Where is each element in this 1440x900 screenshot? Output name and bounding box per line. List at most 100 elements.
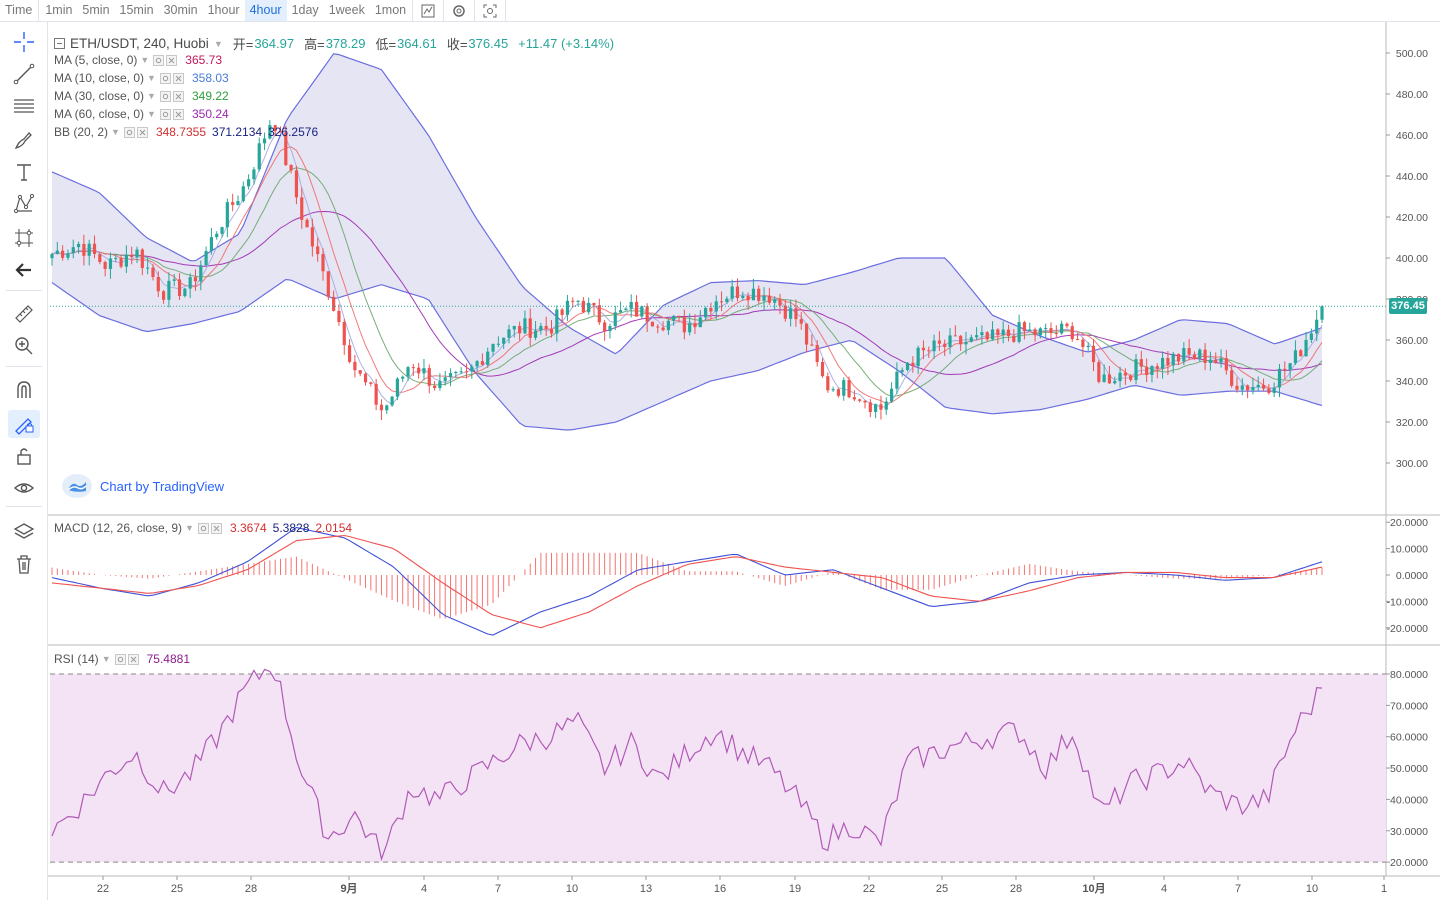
candle-body	[1060, 323, 1064, 334]
trendline-icon[interactable]	[8, 60, 40, 88]
candle-body	[454, 371, 458, 374]
timeframe-time[interactable]: Time	[5, 3, 33, 17]
candle-body	[1166, 357, 1170, 366]
collapse-legend-icon[interactable]	[54, 38, 65, 49]
candle-body	[672, 315, 676, 321]
timeframe-5min[interactable]: 5min	[82, 3, 110, 17]
settings-small-icon[interactable]	[153, 54, 165, 66]
zoom-icon[interactable]	[8, 332, 40, 360]
symbol-menu-chevron-icon[interactable]: ▼	[213, 38, 223, 49]
x-axis-tick-label: 25	[171, 883, 183, 895]
magnet-icon[interactable]	[8, 376, 40, 404]
candle-body	[1038, 328, 1042, 336]
candle-body	[587, 302, 591, 313]
timeframe-1week[interactable]: 1week	[328, 3, 365, 17]
indicators-icon[interactable]	[414, 0, 442, 21]
crosshair-icon[interactable]	[8, 28, 40, 56]
indicator-legend-row[interactable]: RSI (14) ▼ 75.4881	[54, 652, 190, 666]
indicator-menu-chevron-icon[interactable]: ▼	[147, 91, 156, 101]
price-y-tick-label: 340.00	[1396, 376, 1428, 388]
rsi-y-tick-label: 70.0000	[1390, 700, 1428, 712]
x-axis-tick-label: 28	[1010, 883, 1022, 895]
back-arrow-icon[interactable]	[8, 256, 40, 284]
prediction-icon[interactable]	[8, 224, 40, 252]
candle-body	[496, 343, 500, 345]
close-small-icon[interactable]	[172, 108, 184, 120]
price-y-tick-label: 420.00	[1396, 212, 1428, 224]
trash-icon[interactable]	[8, 550, 40, 578]
layers-icon[interactable]	[8, 518, 40, 546]
candle-body	[544, 325, 548, 329]
settings-small-icon[interactable]	[159, 108, 171, 120]
candle-body	[789, 308, 793, 319]
indicator-legend-row[interactable]: MA (30, close, 0) ▼ 349.22	[54, 89, 229, 103]
candle-body	[262, 138, 267, 144]
indicator-legend-row[interactable]: MA (60, close, 0) ▼ 350.24	[54, 107, 229, 121]
candle-body	[767, 295, 771, 303]
candle-body	[682, 316, 686, 333]
timeframe-1day[interactable]: 1day	[291, 3, 319, 17]
timeframe-4hour[interactable]: 4hour	[244, 0, 287, 21]
pattern-icon[interactable]	[8, 190, 40, 218]
indicator-menu-chevron-icon[interactable]: ▼	[185, 523, 194, 533]
indicator-menu-chevron-icon[interactable]: ▼	[147, 73, 156, 83]
candle-body	[188, 277, 192, 289]
close-small-icon[interactable]	[136, 126, 148, 138]
candle-body	[874, 404, 878, 412]
timeframe-15min[interactable]: 15min	[119, 3, 154, 17]
rsi-y-tick-label: 50.0000	[1390, 763, 1428, 775]
screenshot-icon[interactable]	[476, 0, 504, 21]
candle-body	[1261, 384, 1266, 389]
tradingview-watermark[interactable]: Chart by TradingView	[62, 474, 224, 498]
unlock-icon[interactable]	[8, 442, 40, 470]
settings-small-icon[interactable]	[197, 522, 209, 534]
text-icon[interactable]	[8, 158, 40, 186]
close-small-icon[interactable]	[172, 90, 184, 102]
brush-icon[interactable]	[8, 126, 40, 154]
timeframe-1hour[interactable]: 1hour	[207, 3, 240, 17]
close-small-icon[interactable]	[166, 54, 178, 66]
candle-body	[1086, 345, 1090, 348]
indicator-value: 348.7355	[155, 125, 207, 139]
x-axis-tick-label: 25	[936, 883, 948, 895]
indicator-menu-chevron-icon[interactable]: ▼	[147, 109, 156, 119]
candle-body	[1320, 306, 1324, 320]
timeframe-1mon[interactable]: 1mon	[374, 3, 407, 17]
fib-levels-icon[interactable]	[8, 92, 40, 120]
candle-body	[92, 243, 97, 254]
indicator-legend-row[interactable]: MA (10, close, 0) ▼ 358.03	[54, 71, 229, 85]
candle-body	[1123, 372, 1127, 376]
candle-body	[820, 361, 825, 377]
settings-small-icon[interactable]	[159, 90, 171, 102]
settings-icon[interactable]	[445, 0, 473, 21]
settings-small-icon[interactable]	[123, 126, 135, 138]
indicator-legend-row[interactable]: BB (20, 2) ▼ 348.7355 371.2134 326.2576	[54, 125, 318, 139]
candle-body	[1091, 345, 1096, 363]
settings-small-icon[interactable]	[114, 653, 126, 665]
indicator-legend-row[interactable]: MA (5, close, 0) ▼ 365.73	[54, 53, 222, 67]
candle-body	[491, 343, 495, 352]
candle-body	[448, 373, 453, 378]
candle-body	[895, 371, 899, 389]
candle-body	[289, 165, 293, 171]
lock-drawing-icon[interactable]	[8, 410, 40, 438]
candle-body	[1219, 358, 1223, 363]
close-small-icon[interactable]	[127, 653, 139, 665]
candle-body	[337, 310, 341, 323]
ruler-icon[interactable]	[8, 300, 40, 328]
close-small-icon[interactable]	[172, 72, 184, 84]
close-small-icon[interactable]	[210, 522, 222, 534]
settings-small-icon[interactable]	[159, 72, 171, 84]
eye-icon[interactable]	[8, 474, 40, 502]
candle-body	[730, 286, 734, 299]
candle-body	[422, 368, 426, 374]
timeframe-1min[interactable]: 1min	[45, 3, 73, 17]
indicator-menu-chevron-icon[interactable]: ▼	[101, 654, 111, 664]
indicator-legend-row[interactable]: MACD (12, 26, close, 9) ▼ 3.3674 5.3828 2.01…	[54, 521, 352, 535]
candle-body	[385, 405, 389, 411]
candle-body	[273, 125, 277, 132]
indicator-menu-chevron-icon[interactable]: ▼	[111, 127, 120, 137]
indicator-menu-chevron-icon[interactable]: ▼	[140, 55, 150, 65]
timeframe-30min[interactable]: 30min	[163, 3, 198, 17]
